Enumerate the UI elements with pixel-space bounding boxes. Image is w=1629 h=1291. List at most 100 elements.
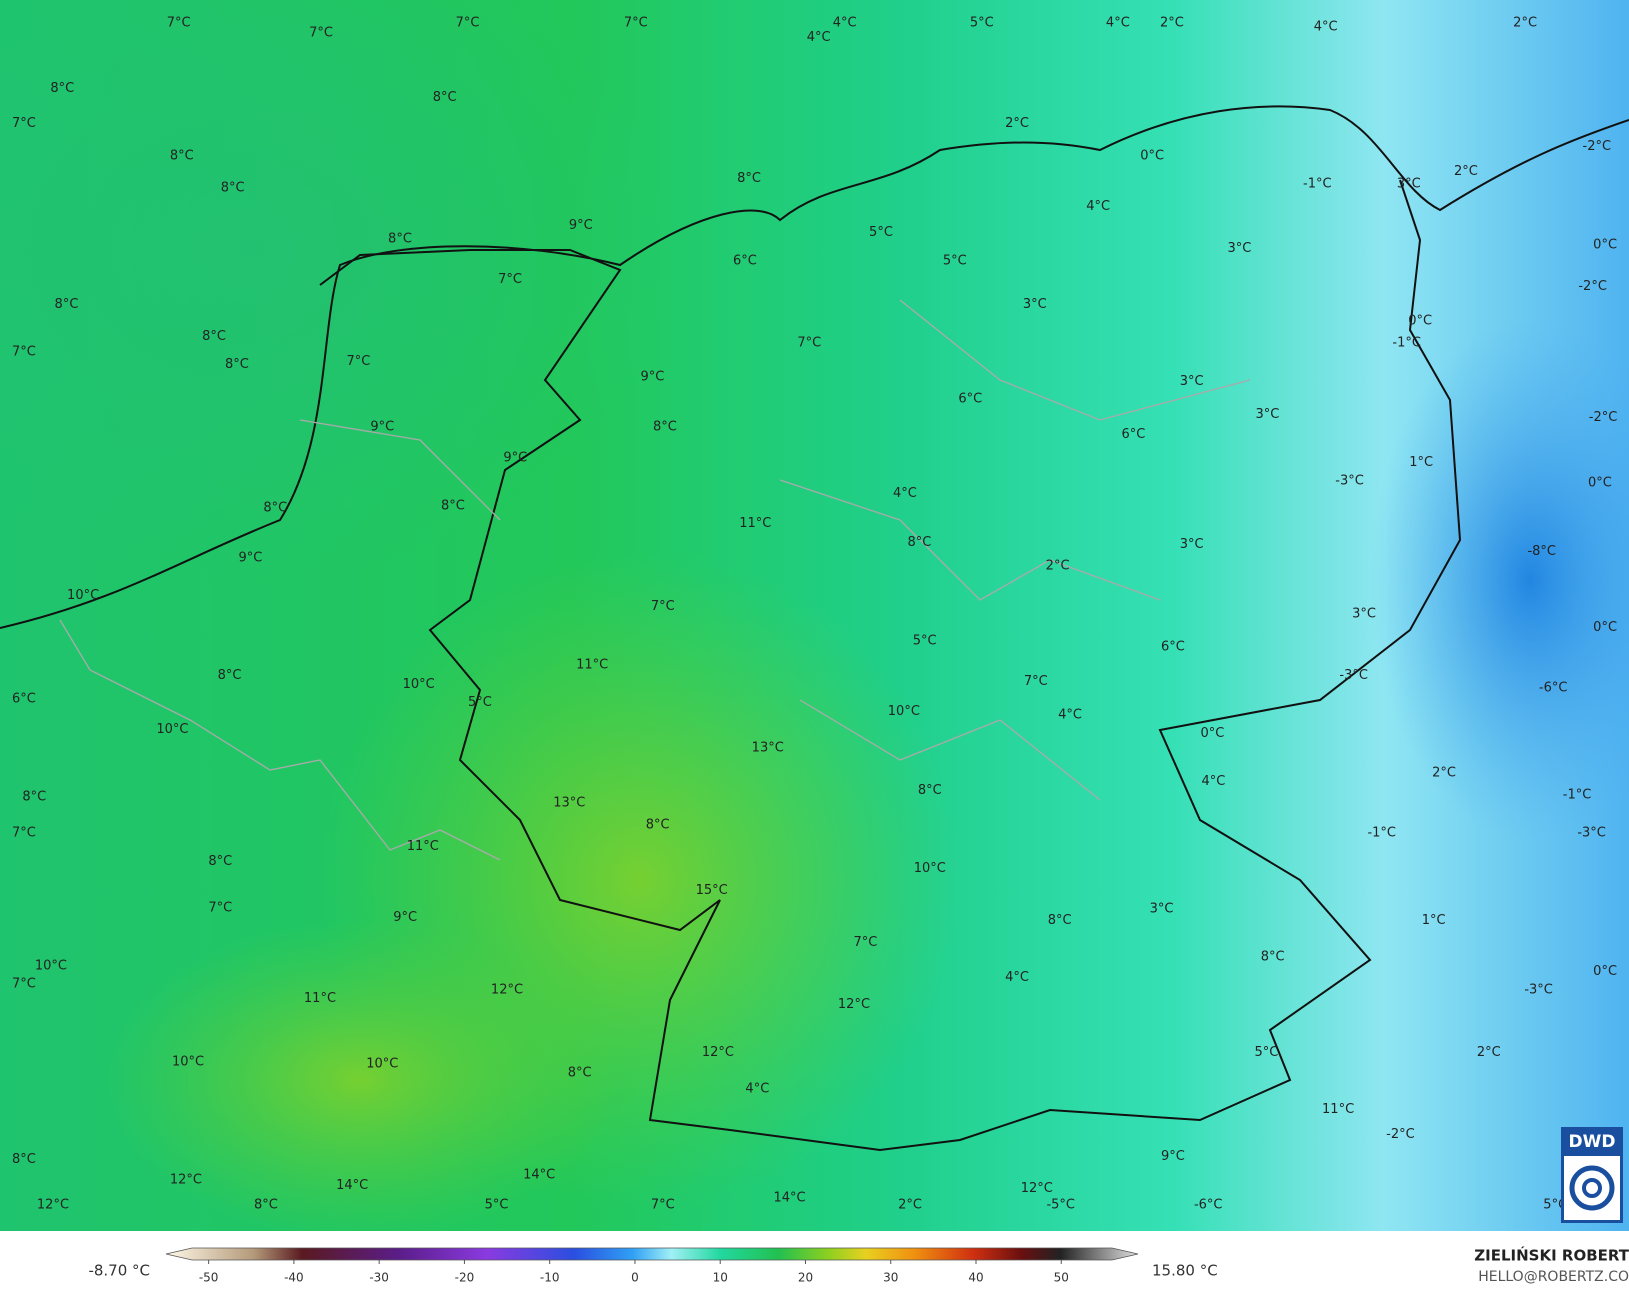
temperature-label: 8°C [12, 1152, 36, 1167]
temperature-label: 1°C [1409, 455, 1433, 470]
temperature-label: 8°C [221, 181, 245, 196]
temperature-label: 7°C [12, 826, 36, 841]
temperature-label: 7°C [12, 345, 36, 360]
temperature-label: 8°C [218, 668, 242, 683]
temperature-label: 2°C [1046, 559, 1070, 574]
temperature-label: 6°C [12, 692, 36, 707]
temperature-label: -6°C [1194, 1198, 1223, 1213]
cold-area [1370, 320, 1629, 840]
temperature-label: -1°C [1303, 176, 1332, 191]
temperature-label: 2°C [1477, 1045, 1501, 1060]
temperature-label: 7°C [346, 354, 370, 369]
temperature-label: -3°C [1577, 826, 1606, 841]
temperature-label: 6°C [1122, 427, 1146, 442]
colorbar-tick-label: -10 [540, 1271, 560, 1285]
temperature-label: 11°C [1322, 1102, 1354, 1117]
colorbar-tick-label: 50 [1054, 1271, 1069, 1285]
temperature-label: 4°C [1058, 707, 1082, 722]
temperature-label: 0°C [1593, 620, 1617, 635]
temperature-label: 4°C [745, 1081, 769, 1096]
temperature-label: 3°C [1180, 537, 1204, 552]
temperature-label: 7°C [309, 26, 333, 41]
temperature-label: 9°C [641, 370, 665, 385]
temperature-label: 3°C [1352, 606, 1376, 621]
temperature-label: 3°C [1180, 374, 1204, 389]
temperature-label: 10°C [156, 722, 188, 737]
temperature-label: 4°C [1202, 774, 1226, 789]
temperature-label: 8°C [50, 81, 74, 96]
temperature-label: 7°C [797, 335, 821, 350]
colorbar-tick-label: 20 [798, 1271, 813, 1285]
temperature-label: 3°C [1227, 241, 1251, 256]
logo-swirl [1569, 1165, 1615, 1211]
temperature-label: 11°C [407, 839, 439, 854]
temperature-label: 14°C [336, 1178, 368, 1193]
temperature-label: 8°C [55, 297, 79, 312]
colorbar-ticks: -50 -40 -30 -20 -10 0 10 20 30 40 50 [199, 1260, 1069, 1285]
temperature-label: 8°C [170, 148, 194, 163]
temperature-label: 10°C [888, 704, 920, 719]
temperature-label: 0°C [1140, 148, 1164, 163]
temperature-label: 11°C [304, 991, 336, 1006]
temperature-label: 8°C [263, 501, 287, 516]
temperature-label: 4°C [1086, 199, 1110, 214]
temperature-label: 15°C [696, 883, 728, 898]
temperature-label: 6°C [733, 253, 757, 268]
temperature-label: 4°C [833, 15, 857, 30]
temperature-label: -2°C [1386, 1127, 1415, 1142]
temperature-label: 0°C [1408, 314, 1432, 329]
temperature-labels: 7°C7°C7°C 7°C 4°C4°C5°C 4°C 2°C 4°C 2°C8°C7°C8… [12, 15, 1617, 1212]
temperature-label: 10°C [67, 588, 99, 603]
temperature-label: 8°C [1261, 949, 1285, 964]
credit-name: ZIELIŃSKI ROBERT [1474, 1246, 1629, 1265]
temperature-label: 8°C [441, 498, 465, 513]
temperature-label: 12°C [838, 997, 870, 1012]
colorbar-min: -8.70 °C [88, 1262, 150, 1280]
temperature-label: 6°C [958, 391, 982, 406]
temperature-label: 11°C [739, 516, 771, 531]
temperature-label: 7°C [853, 935, 877, 950]
temperature-label: -1°C [1392, 335, 1421, 350]
temperature-label: 5°C [1254, 1045, 1278, 1060]
temperature-label: 4°C [1106, 15, 1130, 30]
temperature-label: 7°C [167, 15, 191, 30]
temperature-label: 4°C [807, 30, 831, 45]
temperature-label: 7°C [651, 1198, 675, 1213]
temperature-label: 3°C [1256, 407, 1280, 422]
temperature-label: -2°C [1589, 410, 1618, 425]
temperature-label: 11°C [576, 657, 608, 672]
temperature-label: 0°C [1588, 476, 1612, 491]
temperature-label: 7°C [651, 599, 675, 614]
temperature-label: 3°C [1150, 902, 1174, 917]
temperature-label: 7°C [498, 272, 522, 287]
temperature-label: 12°C [702, 1045, 734, 1060]
temperature-label: 9°C [569, 218, 593, 233]
temperature-label: 2°C [1005, 116, 1029, 131]
temperature-label: 12°C [170, 1173, 202, 1188]
temperature-label: 7°C [624, 15, 648, 30]
temperature-label: 7°C [12, 116, 36, 131]
temperature-label: 9°C [370, 419, 394, 434]
temperature-label: -1°C [1367, 826, 1396, 841]
temperature-label: 8°C [918, 783, 942, 798]
temperature-label: 9°C [1161, 1149, 1185, 1164]
colorbar-tick-label: -40 [284, 1271, 304, 1285]
temperature-label: 2°C [1454, 164, 1478, 179]
region-border [59, 299, 1251, 861]
temperature-label: -3°C [1524, 983, 1553, 998]
colorbar-tick-label: 40 [968, 1271, 983, 1285]
map-area: 7°C7°C7°C 7°C 4°C4°C5°C 4°C 2°C 4°C 2°C8°C7°C8… [0, 0, 1629, 1240]
temperature-label: 12°C [491, 983, 523, 998]
temperature-label: -3°C [1339, 668, 1368, 683]
temperature-label: 10°C [366, 1056, 398, 1071]
colorbar-max: 15.80 °C [1152, 1262, 1218, 1280]
temperature-label: 5°C [970, 15, 994, 30]
colorbar [165, 1247, 1139, 1261]
temperature-label: 8°C [653, 419, 677, 434]
temperature-label: 8°C [907, 535, 931, 550]
colorbar-tick-label: 30 [883, 1271, 898, 1285]
temperature-label: 8°C [1048, 913, 1072, 928]
temperature-label: -2°C [1578, 279, 1607, 294]
temperature-label: 2°C [1513, 15, 1537, 30]
